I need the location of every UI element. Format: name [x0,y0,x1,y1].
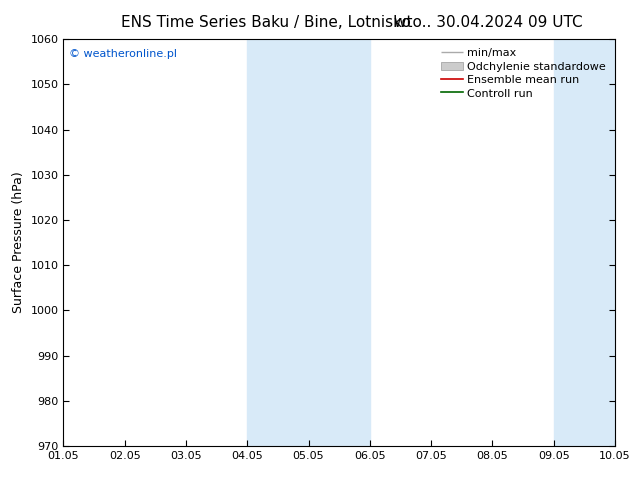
Bar [247,39,370,446]
Text: ENS Time Series Baku / Bine, Lotnisko: ENS Time Series Baku / Bine, Lotnisko [121,15,411,30]
Bar [553,39,634,446]
Legend: min/max, Odchylenie standardowe, Ensemble mean run, Controll run: min/max, Odchylenie standardowe, Ensembl… [437,45,609,102]
Y-axis label: Surface Pressure (hPa): Surface Pressure (hPa) [12,172,25,314]
Text: © weatheronline.pl: © weatheronline.pl [69,49,177,59]
Text: wto.. 30.04.2024 09 UTC: wto.. 30.04.2024 09 UTC [394,15,583,30]
